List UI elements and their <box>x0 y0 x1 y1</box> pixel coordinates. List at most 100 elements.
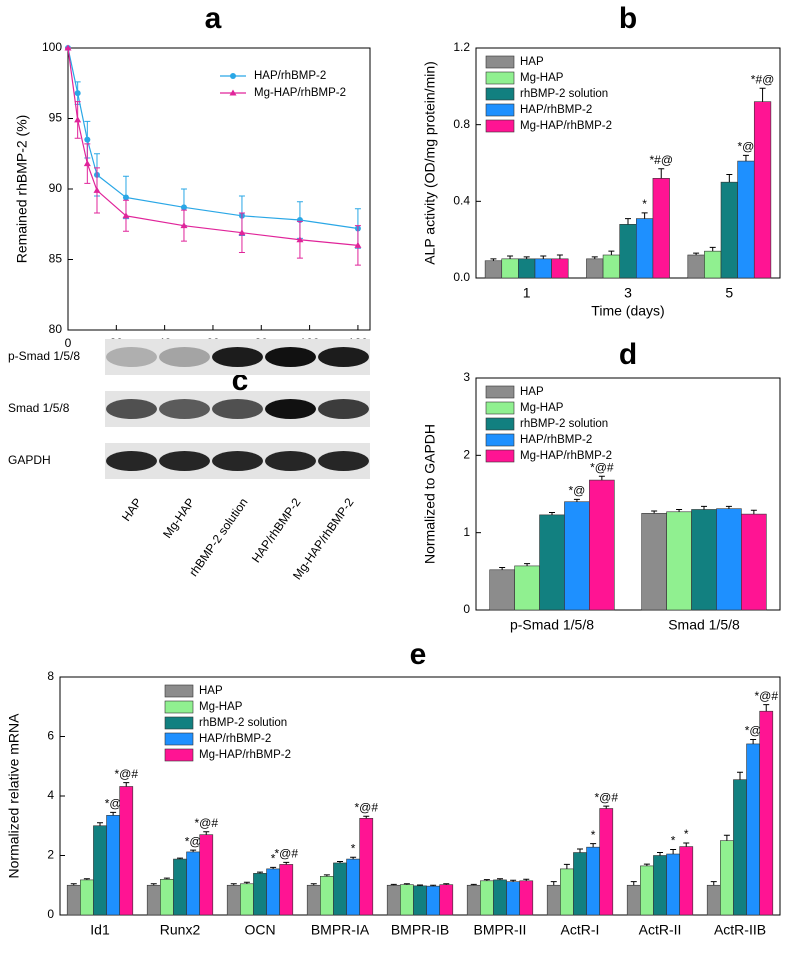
bar <box>439 884 454 916</box>
error-bar <box>657 852 663 856</box>
error-bar <box>123 782 130 787</box>
bar <box>386 884 401 916</box>
significance-label: *@ <box>745 724 762 738</box>
significance-label: *@# <box>114 767 138 781</box>
error-bar <box>676 508 683 512</box>
bar <box>720 840 734 916</box>
blot-band <box>106 347 157 367</box>
error-bar <box>110 811 117 816</box>
bar <box>679 846 694 916</box>
x-tick-label: Smad 1/5/8 <box>668 617 740 633</box>
bar <box>599 808 614 916</box>
error-bar <box>590 843 597 848</box>
data-point <box>64 44 72 51</box>
bar <box>539 514 565 611</box>
legend-label: rhBMP-2 solution <box>520 88 608 100</box>
legend-swatch <box>485 385 515 399</box>
data-point <box>238 229 246 236</box>
y-tick-label: 80 <box>49 322 63 336</box>
legend-marker <box>229 89 237 96</box>
bar <box>506 881 520 916</box>
blot-band <box>159 347 210 367</box>
error-bar <box>337 860 343 863</box>
legend-swatch <box>164 700 194 714</box>
legend-label: Mg-HAP <box>199 701 243 713</box>
legend-label: Mg-HAP/rhBMP-2 <box>520 450 612 462</box>
bar <box>641 513 667 611</box>
legend-swatch <box>164 732 194 746</box>
bar <box>720 181 738 279</box>
error-bar <box>243 881 250 884</box>
panel-title: a <box>205 2 222 35</box>
error-bar <box>540 255 547 259</box>
error-bar <box>598 475 605 481</box>
bar <box>240 883 254 916</box>
legend-swatch <box>485 55 515 69</box>
x-tick-label: BMPR-II <box>474 922 527 938</box>
error-bar <box>651 510 658 514</box>
error-bar <box>737 771 743 780</box>
significance-label: *@# <box>354 800 378 814</box>
x-tick-label: OCN <box>244 922 275 938</box>
blot-lane-label: HAP <box>119 496 145 524</box>
error-bar <box>641 212 648 219</box>
error-bar <box>403 883 410 885</box>
bar <box>279 864 294 916</box>
error-bar <box>524 563 531 566</box>
significance-label: *@# <box>274 847 298 861</box>
y-axis-label: Normalized relative mRNA <box>6 713 22 879</box>
error-bar <box>203 831 210 835</box>
error-bar <box>643 863 650 866</box>
significance-label: *@ <box>568 484 585 498</box>
bar <box>106 815 120 916</box>
error-bar <box>257 871 263 874</box>
data-point <box>122 194 129 201</box>
error-bar <box>390 883 397 886</box>
blot-lane-label: Mg-HAP <box>160 496 197 541</box>
blot-band <box>318 451 369 471</box>
blot-band <box>106 451 157 471</box>
legend-swatch <box>485 87 515 101</box>
error-bar <box>430 884 437 887</box>
bar <box>753 101 772 279</box>
x-tick-label: Id1 <box>90 922 110 938</box>
x-tick-label: BMPR-IB <box>391 922 449 938</box>
significance-label: * <box>642 197 647 211</box>
blot-band <box>318 347 369 367</box>
y-axis-label: ALP activity (OD/mg protein/min) <box>422 61 438 265</box>
y-tick-label: 0.0 <box>453 270 470 284</box>
error-bar <box>97 822 103 826</box>
blot-lane-label: rhBMP-2 solution <box>186 496 250 579</box>
significance-label: *@ <box>105 797 122 811</box>
legend-label: HAP/rhBMP-2 <box>520 434 592 446</box>
bar <box>586 846 600 916</box>
legend-label: rhBMP-2 solution <box>520 418 608 430</box>
blot-band <box>318 399 369 419</box>
bar <box>589 479 615 611</box>
legend-label: HAP <box>520 56 544 68</box>
legend-swatch <box>485 71 515 85</box>
legend-swatch <box>485 119 515 133</box>
bar <box>146 884 161 916</box>
bar <box>652 178 670 279</box>
bar <box>534 258 552 279</box>
data-point <box>354 241 362 248</box>
error-bar <box>163 877 170 880</box>
x-tick-label: ActR-I <box>561 922 600 938</box>
error-bar <box>83 878 90 880</box>
significance-label: * <box>684 827 689 841</box>
error-bar <box>323 874 330 877</box>
legend-swatch <box>485 417 515 431</box>
error-bar <box>683 842 690 847</box>
error-bar <box>350 856 357 860</box>
bar <box>551 258 569 279</box>
error-bar <box>709 246 716 252</box>
bar <box>173 858 187 916</box>
bar <box>489 569 515 611</box>
error-bar <box>523 878 530 881</box>
legend-label: Mg-HAP/rhBMP-2 <box>254 87 346 99</box>
error-bar <box>563 863 570 869</box>
y-axis-label: Remained rhBMP-2 (%) <box>14 115 30 264</box>
